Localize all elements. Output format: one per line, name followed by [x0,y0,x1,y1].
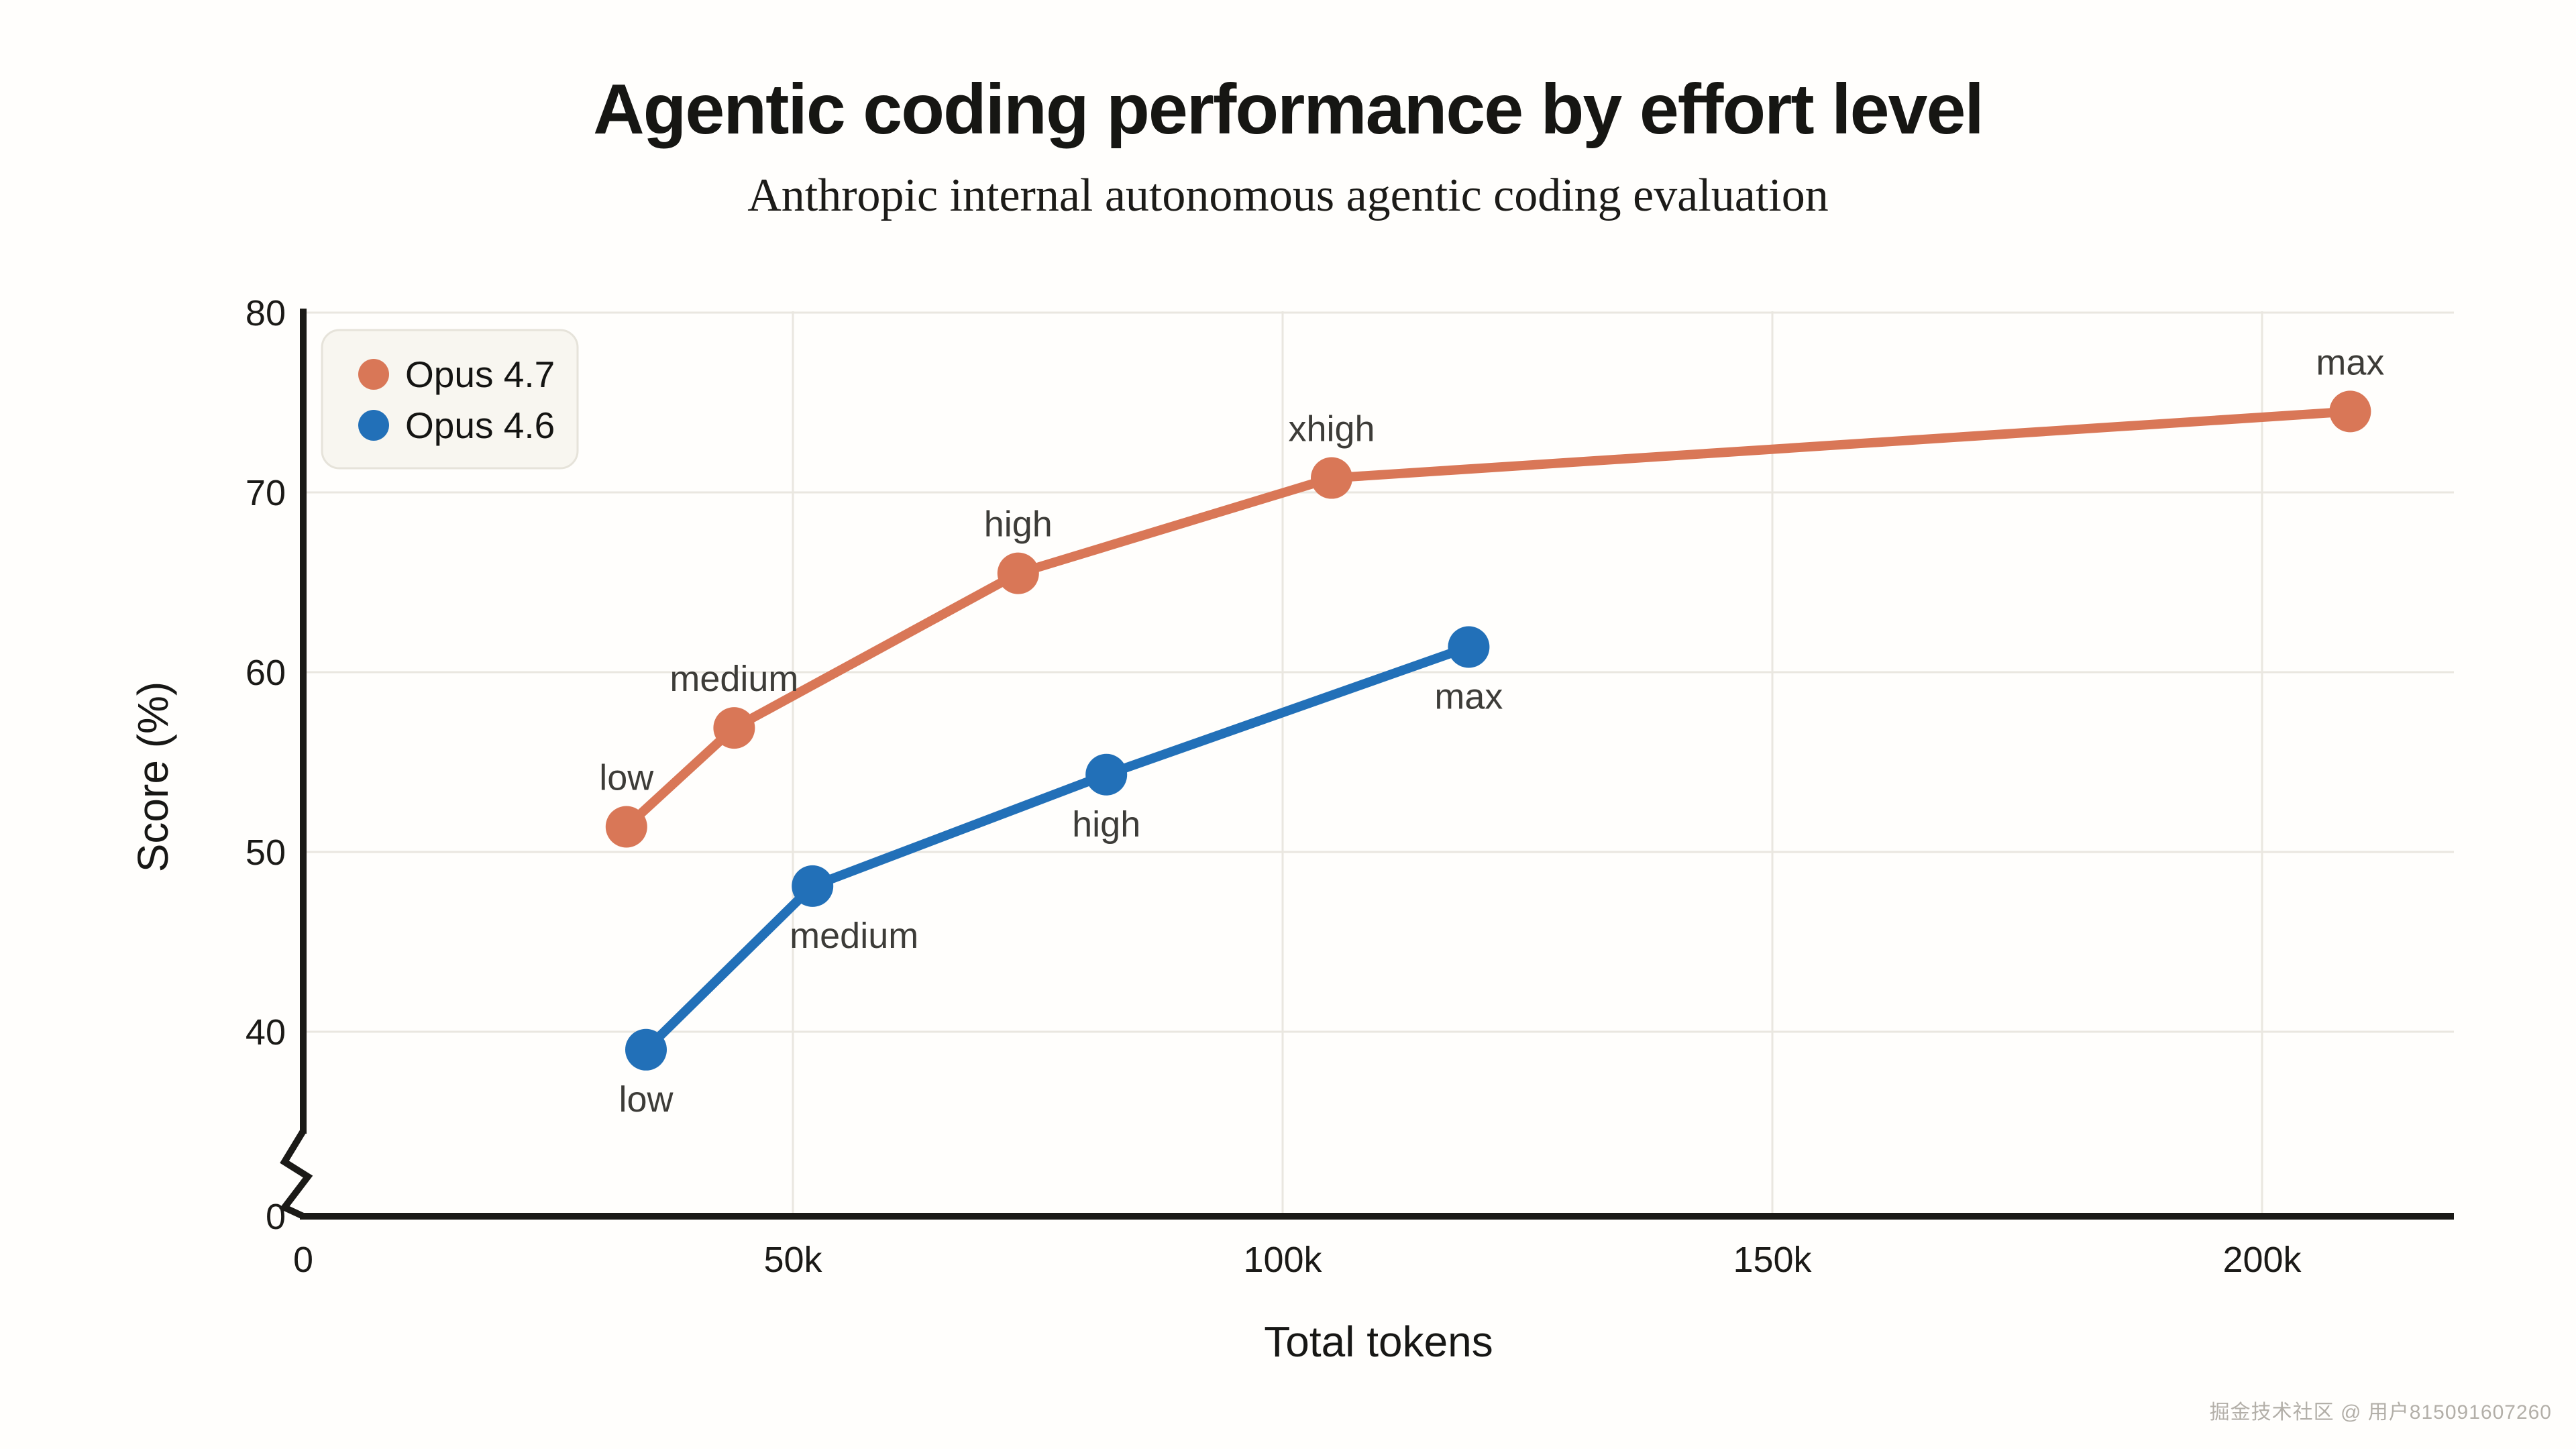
x-axis-title: Total tokens [1264,1318,1493,1366]
x-tick-label-100k: 100k [1243,1240,1322,1280]
y-tick-label-0: 0 [266,1197,286,1237]
legend-label-opus-4-6: Opus 4.6 [405,405,555,446]
point-label-opus-4-7-medium: medium [669,659,798,699]
x-tick-label-0: 0 [293,1240,313,1280]
chart-subtitle: Anthropic internal autonomous agentic co… [747,169,1829,221]
legend-swatch-opus-4-6 [358,410,389,441]
chart-header: Agentic coding performance by effort lev… [0,70,2576,221]
x-tick-label-200k: 200k [2222,1240,2302,1280]
y-tick-label-80: 80 [246,293,286,333]
y-axis-title: Score (%) [129,682,177,873]
data-point-opus-4-6-high [1085,753,1128,796]
data-point-opus-4-7-high [997,552,1039,594]
series-line-opus-4-6 [641,642,1474,1055]
data-point-opus-4-7-low [605,806,647,848]
data-point-opus-4-6-low [625,1028,667,1071]
point-label-opus-4-7-xhigh: xhigh [1288,409,1375,449]
chart-title: Agentic coding performance by effort lev… [593,70,1984,149]
point-label-opus-4-7-max: max [2316,342,2384,382]
point-label-opus-4-7-low: low [599,757,654,798]
y-tick-label-60: 60 [246,653,286,693]
watermark: 掘金技术社区 @ 用户815091607260 [2209,1401,2552,1424]
data-point-opus-4-7-xhigh [1311,457,1352,499]
series-line-opus-4-7 [621,407,2355,832]
legend-swatch-opus-4-7 [358,359,389,390]
point-label-opus-4-6-max: max [1434,676,1503,716]
y-tick-label-70: 70 [246,473,286,513]
x-tick-label-50k: 50k [763,1240,822,1280]
point-label-opus-4-6-medium: medium [790,916,918,956]
data-point-opus-4-7-medium [713,707,755,749]
data-point-opus-4-6-medium [792,865,834,907]
data-point-opus-4-7-max [2329,390,2371,433]
point-label-opus-4-6-low: low [619,1079,674,1120]
point-label-opus-4-7-high: high [984,504,1053,545]
legend-label-opus-4-7: Opus 4.7 [405,354,555,395]
x-tick-label-150k: 150k [1733,1240,1812,1280]
y-tick-label-40: 40 [246,1012,286,1053]
y-tick-label-50: 50 [246,833,286,873]
data-point-opus-4-6-max [1448,626,1490,668]
legend-box [321,329,579,470]
y-axis-break [279,1129,313,1220]
point-label-opus-4-6-high: high [1072,804,1140,845]
